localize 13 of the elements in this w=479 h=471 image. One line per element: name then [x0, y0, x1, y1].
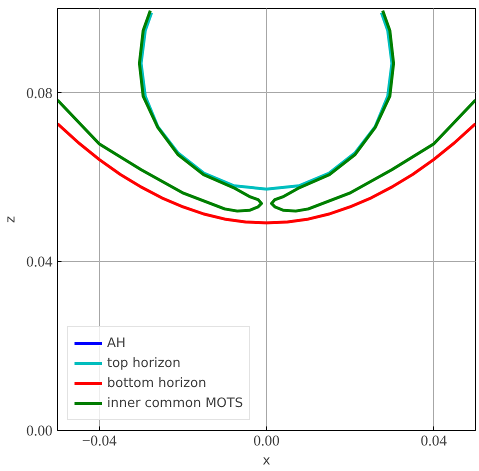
y-tick-label: 0.00 [26, 424, 52, 440]
line-series [58, 122, 476, 224]
x-tick-label: 0.04 [420, 434, 448, 450]
x-tick-label: 0.00 [253, 434, 280, 450]
y-tick-label: 0.04 [26, 254, 53, 271]
legend-label: top horizon [107, 356, 181, 370]
legend-label: inner common MOTS [107, 396, 243, 410]
y-tick-label: 0.08 [26, 86, 52, 102]
x-tick-label: −0.04 [82, 434, 118, 450]
y-axis-title: z [3, 216, 18, 223]
legend-label: bottom horizon [107, 376, 206, 390]
legend-label: AH [107, 336, 127, 350]
x-axis-title: x [262, 454, 271, 468]
